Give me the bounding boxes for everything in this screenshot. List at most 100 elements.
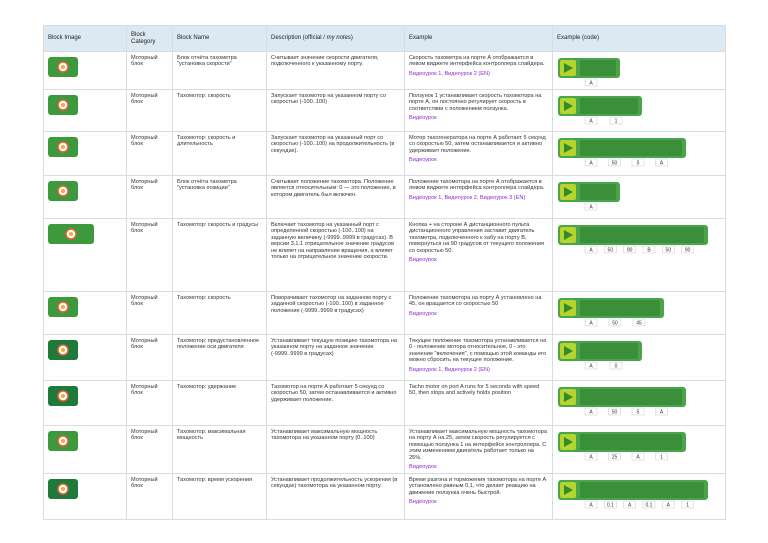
name-cell: Блок отчёта тахометра "установка скорост…	[173, 52, 267, 90]
name-cell: Тахомотор: максимальная мощность	[173, 426, 267, 474]
sub-block	[580, 389, 682, 405]
video-link[interactable]: Видеоурок 1, Видеоурок 2 (EN)	[409, 70, 490, 77]
block-name: Тахомотор: скорость	[177, 93, 231, 99]
code-label: A	[660, 410, 664, 416]
code-cell	[553, 335, 726, 381]
video-link[interactable]: Видеоурок	[409, 310, 437, 317]
video-link[interactable]: Видеоурок	[409, 499, 437, 506]
code-cell	[553, 426, 726, 474]
video-link[interactable]: Видеоурок	[409, 464, 437, 471]
code-param	[623, 500, 636, 509]
example-text: Положение тахомотора на порту А установл…	[409, 295, 542, 308]
start-play	[564, 303, 573, 313]
description-cell: Запускает тахомотор на указанном порту с…	[267, 90, 405, 132]
code-param	[584, 78, 598, 87]
code-param	[642, 245, 656, 254]
example-cell: Положение тахомотора на порту А установл…	[405, 292, 553, 335]
header-cell: Example	[405, 25, 553, 52]
image-cell	[43, 292, 127, 335]
block-name: Блок отчёта тахометра "установка позиции…	[177, 179, 237, 192]
description-cell: Считывает значение скорости двигателя, п…	[267, 52, 405, 90]
header-text: Block Image	[48, 35, 82, 41]
name-cell: Тахомотор: скорость	[173, 292, 267, 335]
example-text: Tacho motor on port A runs for 5 seconds…	[409, 384, 540, 397]
header-cell: Block Image	[43, 25, 127, 52]
example-text: Скорость тахометра на порте А отображает…	[409, 55, 545, 68]
sub-block	[580, 343, 638, 359]
image-cell	[43, 426, 127, 474]
video-link[interactable]: Видеоурок 1, Видеоурок 2 (EN)	[409, 366, 490, 373]
code-param	[655, 158, 668, 167]
code-param	[584, 407, 598, 416]
header-cell: Example (code)	[553, 25, 726, 52]
code-label: 25	[612, 455, 618, 461]
code-param	[632, 318, 646, 327]
block-name: Тахомотор: предустановленное положение о…	[177, 338, 260, 351]
image-cell	[43, 52, 127, 90]
video-link[interactable]: Видеоурок	[409, 115, 437, 122]
description: Считывает положение тахомотора. Положени…	[271, 179, 396, 198]
code-param	[631, 407, 645, 416]
description: Устанавливает продолжительность ускорени…	[271, 477, 398, 490]
video-link[interactable]: Видеоурок	[409, 157, 437, 164]
start-play	[564, 392, 573, 402]
code-param	[584, 202, 598, 211]
code-label: 1	[660, 455, 663, 461]
code-label: A	[589, 205, 593, 211]
code-param	[655, 452, 668, 461]
block-category: Моторный блок	[131, 179, 158, 192]
example-cell: Мотор тахогенератора на порте А работает…	[405, 132, 553, 176]
motor-dot	[61, 439, 65, 443]
description: Запускает тахомотор на указанном порту с…	[271, 93, 386, 106]
category-cell: Моторный блок	[127, 335, 173, 381]
motor-dot	[61, 103, 65, 107]
code-param	[604, 245, 617, 254]
code-param	[584, 318, 598, 327]
sub-block	[580, 300, 660, 316]
block-category: Моторный блок	[131, 295, 158, 308]
header-text: my notes	[326, 35, 351, 41]
motor-dot	[61, 305, 65, 309]
block-name: Тахомотор: скорость и длительность	[177, 135, 236, 148]
code-cell	[553, 219, 726, 292]
block-category: Моторный блок	[131, 429, 158, 442]
code-label: 50	[612, 321, 618, 327]
code-label: A	[636, 455, 640, 461]
video-link[interactable]: Видеоурок	[409, 257, 437, 264]
category-cell: Моторный блок	[127, 381, 173, 426]
image-cell	[43, 132, 127, 176]
name-cell: Тахомотор: скорость и градусы	[173, 219, 267, 292]
category-cell: Моторный блок	[127, 474, 173, 520]
code-param	[631, 158, 645, 167]
motor-dot	[61, 65, 65, 69]
video-link[interactable]: Видеоурок 1, Видеоурок 2, Видеоурок 3 (E…	[409, 194, 526, 201]
code-label: 5	[637, 161, 640, 167]
sub-block	[580, 227, 704, 243]
name-cell: Тахомотор: удержание	[173, 381, 267, 426]
code-label: A	[628, 503, 632, 509]
category-cell: Моторный блок	[127, 426, 173, 474]
description-cell: Устанавливает текущую позицию тахомотора…	[267, 335, 405, 381]
sub-block	[580, 98, 638, 114]
code-label: 50	[612, 161, 618, 167]
block-category: Моторный блок	[131, 93, 158, 106]
description: Тахомотор на порте А работает 5 секунд с…	[271, 384, 397, 403]
category-cell: Моторный блок	[127, 52, 173, 90]
motor-dot	[61, 487, 65, 491]
category-cell: Моторный блок	[127, 90, 173, 132]
example-text: Кнопка + на стороне А дистанционного пул…	[409, 222, 545, 254]
image-cell	[43, 381, 127, 426]
header-text: )	[350, 35, 353, 41]
category-cell: Моторный блок	[127, 132, 173, 176]
code-label: 45	[636, 321, 642, 327]
sub-block	[580, 434, 682, 450]
code-param	[584, 361, 598, 370]
block-category: Моторный блок	[131, 135, 158, 148]
code-label: 50	[666, 248, 672, 254]
code-label: A	[589, 119, 593, 125]
example-text: Мотор тахогенератора на порте А работает…	[409, 135, 546, 154]
code-param	[623, 245, 636, 254]
code-param	[584, 158, 598, 167]
code-param	[604, 500, 617, 509]
description: Устанавливает текущую позицию тахомотора…	[271, 338, 397, 357]
